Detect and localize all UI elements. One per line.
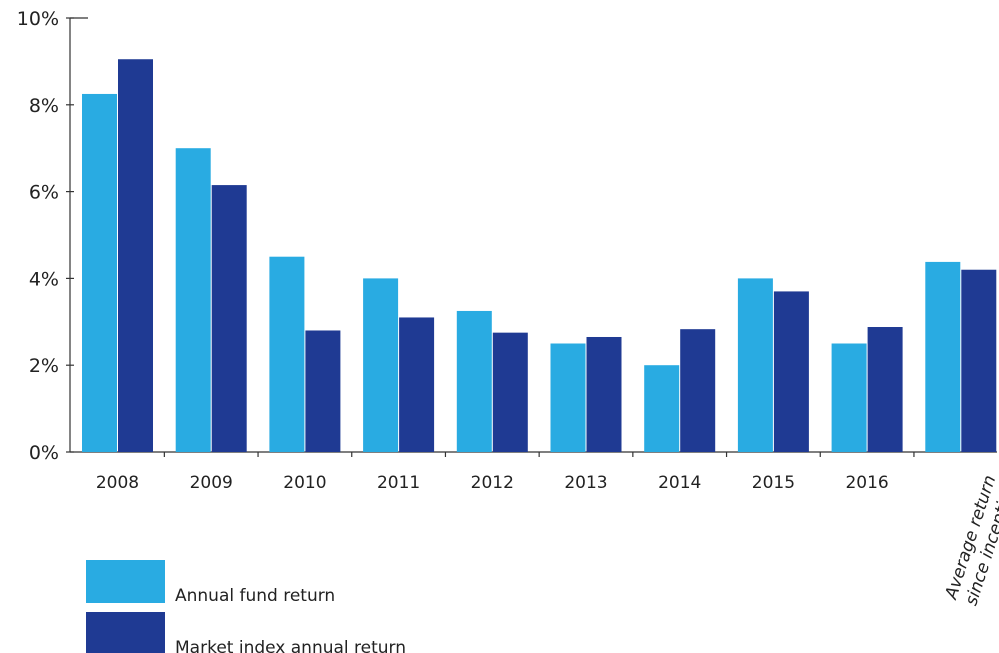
bar-fund-9 [925, 261, 961, 452]
y-tick-label: 0% [29, 442, 59, 464]
legend-swatch [86, 612, 165, 653]
x-tick-label: 2010 [283, 473, 326, 493]
bar-fund-2 [269, 256, 305, 452]
bar-index-6 [680, 329, 716, 452]
y-tick-label: 10% [17, 8, 59, 30]
bar-index-1 [211, 185, 247, 452]
bar-index-4 [492, 332, 528, 452]
x-tick-label: 2013 [564, 473, 607, 493]
chart-legend: Annual fund return Market index annual re… [86, 560, 406, 653]
y-axis-ticks: 0% 2% 4% 6% 8% 10% [17, 8, 74, 464]
bar-fund-8 [831, 343, 867, 452]
bar-fund-3 [363, 278, 399, 452]
x-tick-label: 2012 [471, 473, 514, 493]
y-tick-label: 6% [29, 182, 59, 204]
y-tick-label: 4% [29, 268, 59, 290]
bar-index-2 [305, 330, 341, 452]
bar-index-8 [867, 327, 903, 452]
x-tick-label: 2014 [658, 473, 701, 493]
bar-fund-6 [644, 365, 680, 452]
y-tick-label: 2% [29, 355, 59, 377]
bar-fund-4 [456, 310, 492, 452]
bar-index-5 [586, 336, 622, 452]
legend-label: Market index annual return [175, 638, 406, 653]
y-tick-label: 8% [29, 95, 59, 117]
legend-label: Annual fund return [175, 586, 335, 606]
bar-fund-7 [737, 278, 773, 452]
bar-fund-0 [82, 93, 117, 452]
chart-bars [82, 59, 997, 452]
bar-fund-1 [175, 148, 211, 452]
bar-index-3 [399, 317, 435, 452]
x-tick-label: 2009 [190, 473, 233, 493]
bar-index-7 [773, 291, 809, 452]
bar-fund-5 [550, 343, 586, 452]
x-tick-label: Average returnsince inception [941, 473, 999, 609]
x-tick-label: 2016 [845, 473, 888, 493]
bar-index-0 [118, 59, 153, 452]
x-tick-label: 2015 [752, 473, 795, 493]
x-tick-label: 2008 [96, 473, 139, 493]
legend-swatch [86, 560, 165, 603]
bar-index-9 [961, 269, 997, 452]
x-tick-label: 2011 [377, 473, 420, 493]
